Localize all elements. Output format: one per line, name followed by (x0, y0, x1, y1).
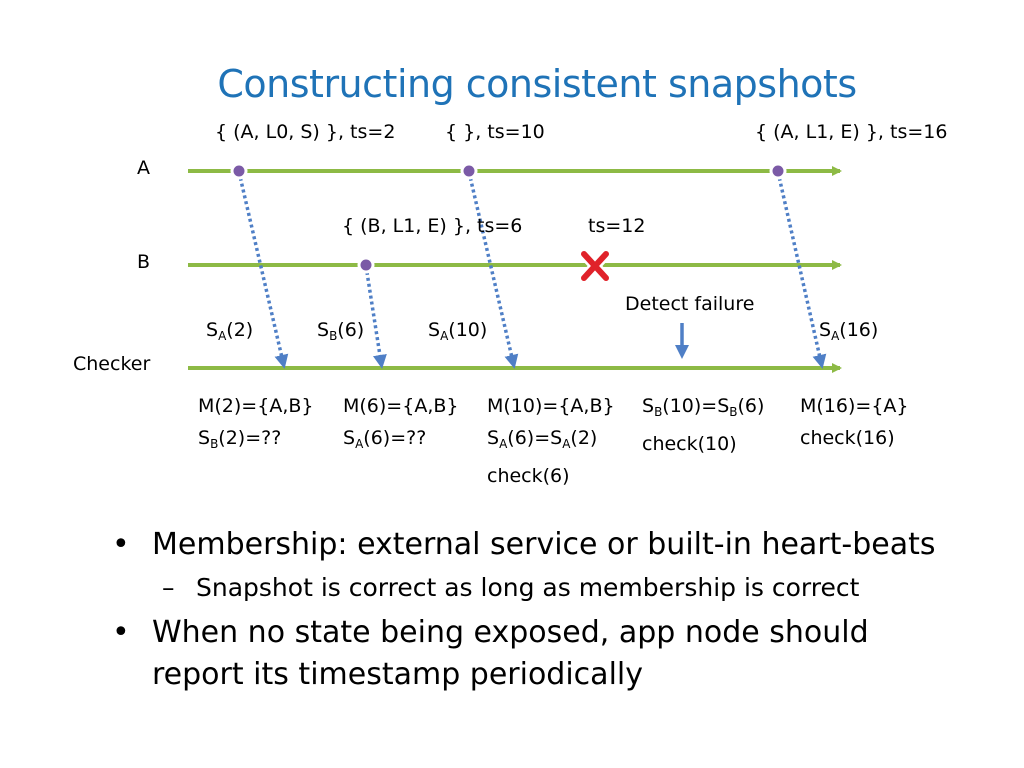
bullet-dot-icon: • (112, 527, 130, 562)
event-label-a-ts2: { (A, L0, S) }, ts=2 (215, 121, 396, 143)
event-label-a-ts16: { (A, L1, E) }, ts=16 (755, 121, 948, 143)
event-label-b-ts12: ts=12 (588, 215, 646, 237)
bullet-text: When no state being exposed, app node sh… (152, 615, 869, 692)
sub-bullet-item: – Snapshot is correct as long as members… (110, 570, 1010, 606)
checker-note-ts6: M(6)={A,B} SA(6)=?? (343, 395, 459, 451)
checker-note-ts16: M(16)={A} check(16) (800, 395, 909, 449)
message-arrow-sa16 (776, 171, 827, 369)
line-label-a: A (137, 157, 150, 179)
message-arrow-sa10 (467, 171, 519, 369)
line-label-checker: Checker (73, 353, 151, 375)
event-dot-a-ts2 (230, 162, 248, 180)
line-label-b: B (137, 251, 151, 273)
bullet-dot-icon: • (112, 615, 130, 650)
slide-title: Constructing consistent snapshots (217, 62, 857, 106)
bullet-list: • Membership: external service or built-… (110, 524, 1010, 700)
dash-icon: – (162, 573, 175, 602)
event-dot-a-ts16 (769, 162, 787, 180)
message-label-sb6: SB(6) (317, 319, 365, 343)
message-label-sa2: SA(2) (206, 319, 254, 343)
failure-x-icon (578, 248, 612, 284)
detect-failure-label: Detect failure (625, 293, 755, 315)
bullet-item: • When no state being exposed, app node … (110, 612, 932, 696)
event-dot-b-ts6 (357, 256, 375, 274)
message-arrow-sb6 (364, 265, 387, 369)
message-arrow-sa2 (237, 171, 289, 369)
message-label-sa16: SA(16) (819, 319, 879, 343)
checker-note-ts10: M(10)={A,B} SA(6)=SA(2) check(6) (487, 395, 615, 487)
checker-note-failure: SB(10)=SB(6) check(10) (642, 395, 765, 455)
event-label-a-ts10: { }, ts=10 (445, 121, 545, 143)
checker-note-ts2: M(2)={A,B} SB(2)=?? (198, 395, 314, 451)
event-label-b-ts6: { (B, L1, E) }, ts=6 (342, 215, 523, 237)
bullet-item: • Membership: external service or built-… (110, 524, 1010, 566)
bullet-text: Membership: external service or built-in… (152, 527, 936, 562)
message-label-sa10: SA(10) (428, 319, 488, 343)
event-dot-a-ts10 (460, 162, 478, 180)
sub-bullet-text: Snapshot is correct as long as membershi… (196, 573, 860, 602)
